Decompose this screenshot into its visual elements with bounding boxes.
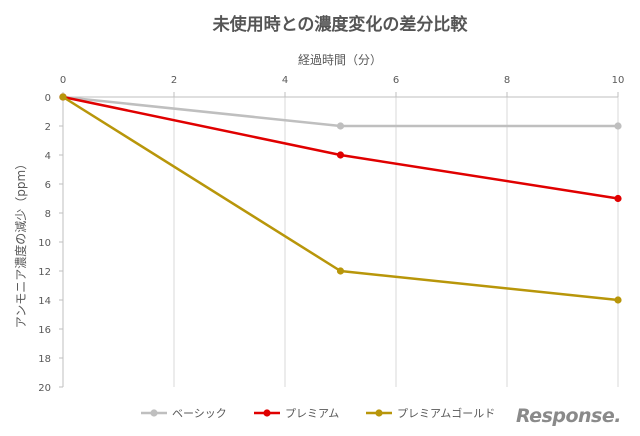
y-tick-label-6: 6 <box>45 180 51 191</box>
y-tick-label-14: 14 <box>38 296 51 307</box>
x-tick-label-6: 6 <box>393 75 399 86</box>
x-tick-label-4: 4 <box>282 75 288 86</box>
data-point-2-3 <box>614 194 622 203</box>
series-line-1 <box>62 95 618 128</box>
data-point-3-3 <box>614 296 622 304</box>
legend-item-3: プレミアムゴールド <box>366 406 495 420</box>
y-tick-label-2: 2 <box>45 122 51 133</box>
y-tick-label-20: 20 <box>38 383 51 394</box>
data-point-3-1 <box>59 93 67 101</box>
legend-label-2: プレミアム <box>285 407 339 420</box>
y-tick-label-8: 8 <box>45 209 51 220</box>
y-tick-label-18: 18 <box>38 354 51 365</box>
x-axis-title: 経過時間（分） <box>298 53 382 67</box>
data-point-3-2 <box>336 267 345 275</box>
x-tick-label-0: 0 <box>60 75 66 86</box>
y-tick-label-12: 12 <box>38 267 51 278</box>
watermark-text: Response. <box>516 405 621 427</box>
data-point-2-2 <box>336 151 345 159</box>
data-point-1-3 <box>614 122 622 130</box>
y-tick-label-0: 0 <box>45 93 51 104</box>
legend-label-3: プレミアムゴールド <box>397 406 495 420</box>
x-tick-label-8: 8 <box>504 75 510 86</box>
legend: ベーシック プレミアム プレミアムゴールド <box>141 406 495 420</box>
legend-item-1: ベーシック <box>141 407 227 420</box>
axes: 0 2 4 6 8 10 0 2 4 6 8 10 12 14 16 18 20 <box>38 75 624 394</box>
watermark-logo: Response. <box>516 405 621 427</box>
x-tick-label-2: 2 <box>171 75 177 86</box>
series-1 <box>59 93 622 130</box>
legend-swatch-marker-3 <box>375 409 383 417</box>
data-point-1-2 <box>336 122 345 130</box>
chart-title: 未使用時との濃度変化の差分比較 <box>212 14 469 35</box>
legend-item-2: プレミアム <box>254 407 339 420</box>
legend-label-1: ベーシック <box>172 407 227 420</box>
series-3 <box>59 93 622 304</box>
series-layer <box>59 93 622 304</box>
y-axis-title: アンモニア濃度の減少（ppm） <box>13 158 28 328</box>
legend-swatch-marker-1 <box>150 409 158 417</box>
legend-swatch-marker-2 <box>263 409 271 417</box>
y-tick-label-10: 10 <box>38 238 51 249</box>
y-tick-label-16: 16 <box>38 325 51 336</box>
x-tick-label-10: 10 <box>612 75 625 86</box>
grid <box>173 97 619 387</box>
y-tick-label-4: 4 <box>45 151 51 162</box>
